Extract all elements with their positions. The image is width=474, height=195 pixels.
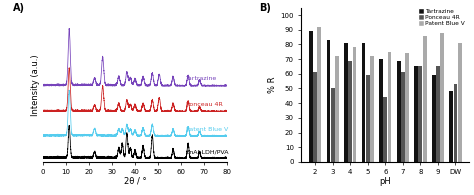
Text: Ponceau 4R: Ponceau 4R (186, 102, 222, 107)
Bar (327, 40, 330, 162)
Bar (362, 43, 365, 162)
Bar (383, 97, 387, 162)
Y-axis label: Intensity (a.u.): Intensity (a.u.) (31, 54, 40, 116)
Bar (458, 43, 462, 162)
Bar (388, 52, 392, 162)
Bar (344, 43, 348, 162)
Bar (405, 53, 409, 162)
Bar (379, 59, 383, 162)
Bar (432, 75, 436, 162)
Bar (331, 89, 335, 162)
Bar (335, 56, 339, 162)
Bar (366, 75, 370, 162)
Legend: Tartrazine, Ponceau 4R, Patent Blue V: Tartrazine, Ponceau 4R, Patent Blue V (418, 8, 466, 27)
X-axis label: 2θ / °: 2θ / ° (124, 177, 146, 186)
Bar (449, 91, 453, 162)
Text: A): A) (13, 3, 25, 13)
Bar (414, 66, 418, 162)
X-axis label: pH: pH (380, 177, 391, 186)
Bar (318, 27, 321, 162)
Bar (436, 66, 440, 162)
Y-axis label: % R: % R (268, 77, 277, 93)
Bar (397, 61, 401, 162)
Bar (454, 84, 457, 162)
Bar (348, 61, 352, 162)
Bar (309, 31, 313, 162)
Text: Patent Blue V: Patent Blue V (186, 127, 228, 132)
Bar (423, 36, 427, 162)
Text: ZnAl-LDH/PVA: ZnAl-LDH/PVA (186, 149, 229, 154)
Bar (370, 56, 374, 162)
Bar (353, 47, 356, 162)
Text: Tartrazine: Tartrazine (186, 76, 217, 82)
Bar (419, 66, 422, 162)
Bar (401, 72, 405, 162)
Text: B): B) (259, 3, 271, 13)
Bar (440, 33, 444, 162)
Bar (313, 72, 317, 162)
